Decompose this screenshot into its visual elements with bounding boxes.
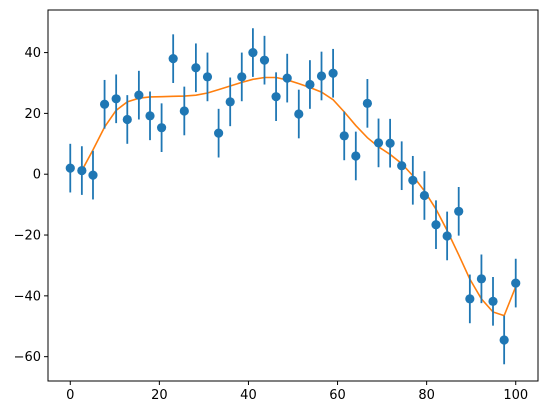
- data-point: [362, 98, 372, 108]
- data-point: [122, 114, 132, 125]
- data-point: [385, 138, 395, 148]
- data-point: [282, 73, 292, 83]
- data-point: [373, 138, 384, 148]
- data-point: [419, 190, 430, 201]
- data-point: [202, 72, 213, 82]
- data-point: [134, 90, 144, 100]
- x-tick-label: 80: [418, 388, 435, 403]
- data-point: [465, 294, 475, 304]
- y-tick-label: −20: [14, 229, 41, 244]
- data-point: [88, 170, 98, 180]
- data-point: [77, 165, 87, 176]
- data-point: [316, 71, 327, 81]
- y-tick-label: −60: [14, 350, 41, 365]
- data-point: [65, 163, 75, 173]
- data-point: [259, 55, 270, 65]
- data-point: [397, 161, 407, 171]
- data-point: [214, 128, 224, 138]
- data-point: [156, 123, 167, 133]
- data-point: [191, 63, 201, 73]
- y-axis: −60 −40 −20 0 20 40: [14, 46, 48, 365]
- data-point: [237, 72, 247, 82]
- plot-frame: [47, 9, 539, 382]
- data-point: [145, 111, 155, 121]
- data-point: [431, 220, 441, 230]
- y-tick-label: 40: [24, 46, 41, 61]
- data-point: [476, 274, 487, 284]
- data-point: [511, 278, 521, 288]
- data-point: [339, 131, 349, 141]
- data-point: [499, 335, 509, 345]
- data-point: [328, 68, 338, 78]
- data-point: [225, 97, 235, 107]
- y-tick-label: −40: [14, 289, 41, 304]
- x-tick-label: 60: [329, 388, 346, 403]
- x-tick-label: 100: [503, 388, 528, 403]
- y-tick-label: 20: [24, 107, 41, 122]
- data-point: [294, 109, 304, 119]
- x-tick-label: 20: [151, 388, 168, 403]
- data-point: [179, 106, 189, 116]
- plot-marks: [65, 28, 521, 365]
- fit-line: [81, 76, 517, 317]
- x-tick-label: 40: [240, 388, 257, 403]
- data-point: [488, 296, 498, 306]
- data-point: [99, 99, 110, 109]
- data-point: [111, 94, 121, 104]
- data-point: [248, 47, 258, 58]
- x-tick-label: 0: [66, 388, 74, 403]
- data-point: [454, 206, 464, 216]
- data-point: [408, 175, 418, 185]
- data-point: [351, 151, 361, 161]
- y-tick-label: 0: [33, 168, 41, 183]
- data-point: [305, 79, 315, 90]
- data-point: [271, 92, 281, 102]
- data-point: [442, 231, 452, 241]
- x-axis: 0 20 40 60 80 100: [66, 381, 528, 403]
- data-point: [168, 54, 178, 64]
